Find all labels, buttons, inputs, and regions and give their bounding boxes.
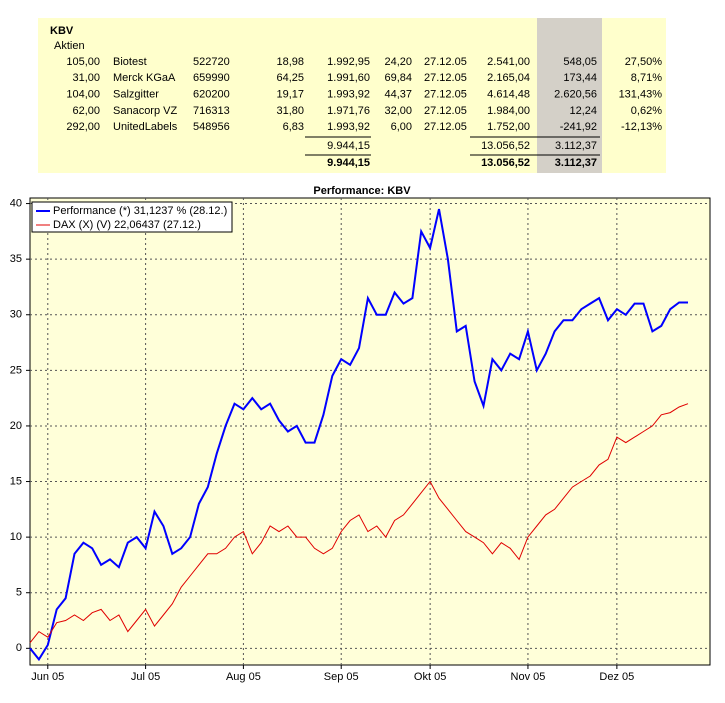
table-cell: 64,25 <box>276 72 304 84</box>
table-cell: 0,62% <box>631 105 662 117</box>
table-cell: 1.971,76 <box>327 105 370 117</box>
table-cell: 292,00 <box>66 121 100 133</box>
subtotal-cell: 13.056,52 <box>481 140 530 152</box>
table-cell: 27.12.05 <box>424 121 467 133</box>
table-cell: 2.620,56 <box>554 89 597 101</box>
table-cell: 1.993,92 <box>327 121 370 133</box>
y-tick-label: 40 <box>10 197 22 209</box>
table-cell: 1.984,00 <box>487 105 530 117</box>
table-cell: 1.991,60 <box>327 72 370 84</box>
table-cell: 27.12.05 <box>424 105 467 117</box>
table-cell: 18,98 <box>276 56 304 68</box>
x-tick-label: Jun 05 <box>31 671 64 683</box>
table-cell: 1.993,92 <box>327 89 370 101</box>
y-tick-label: 0 <box>16 642 22 654</box>
table-cell: 32,00 <box>384 105 412 117</box>
series-line <box>29 208 688 662</box>
series-line <box>29 403 689 644</box>
table-cell: 4.614,48 <box>487 89 530 101</box>
table-cell: 6,83 <box>283 121 304 133</box>
table-cell: Biotest <box>113 56 147 68</box>
x-tick-label: Nov 05 <box>511 671 546 683</box>
y-tick-label: 5 <box>16 587 22 599</box>
y-tick-label: 35 <box>10 253 22 265</box>
table-cell: 105,00 <box>66 56 100 68</box>
table-cell: Sanacorp VZ <box>113 105 177 117</box>
table-cell: 2.541,00 <box>487 56 530 68</box>
table-cell: -12,13% <box>621 121 662 133</box>
table-cell: 19,17 <box>276 89 304 101</box>
total-cell: 3.112,37 <box>555 157 597 169</box>
x-tick-label: Sep 05 <box>324 671 359 683</box>
total-cell: 13.056,52 <box>481 157 530 169</box>
legend-label: DAX (X) (V) 22,06437 (27.12.) <box>53 219 201 231</box>
subtotal-cell: 3.112,37 <box>555 140 597 152</box>
table-cell: 31,00 <box>72 72 100 84</box>
table-cell: 27,50% <box>625 56 663 68</box>
table-cell: 1.992,95 <box>327 56 370 68</box>
table-cell: 548956 <box>193 121 230 133</box>
plot-area <box>29 197 711 666</box>
y-tick-label: 30 <box>10 309 22 321</box>
table-cell: 44,37 <box>384 89 412 101</box>
table-cell: 27.12.05 <box>424 56 467 68</box>
table-cell: 31,80 <box>276 105 304 117</box>
gain-column-bg <box>537 18 602 173</box>
table-cell: 8,71% <box>631 72 662 84</box>
y-tick-label: 25 <box>10 364 22 376</box>
chart-title: Performance: KBV <box>313 185 411 197</box>
table-cell: UnitedLabels <box>113 121 178 133</box>
y-tick-label: 15 <box>10 475 22 487</box>
table-cell: 69,84 <box>384 72 412 84</box>
table-cell: 548,05 <box>563 56 597 68</box>
table-cell: 62,00 <box>72 105 100 117</box>
total-cell: 9.944,15 <box>327 157 370 169</box>
table-cell: 131,43% <box>619 89 663 101</box>
table-cell: 104,00 <box>66 89 100 101</box>
table-cell: 24,20 <box>384 56 412 68</box>
table-cell: 2.165,04 <box>487 72 530 84</box>
x-tick-label: Aug 05 <box>226 671 261 683</box>
y-tick-label: 20 <box>10 420 22 432</box>
table-cell: Merck KGaA <box>113 72 176 84</box>
table-title: KBV <box>50 25 74 37</box>
legend-label: Performance (*) 31,1237 % (28.12.) <box>53 205 227 217</box>
table-cell: 173,44 <box>563 72 597 84</box>
table-cell: 27.12.05 <box>424 89 467 101</box>
x-tick-label: Dez 05 <box>599 671 634 683</box>
table-cell: Salzgitter <box>113 89 159 101</box>
y-tick-label: 10 <box>10 531 22 543</box>
table-cell: 1.752,00 <box>487 121 530 133</box>
table-cell: 716313 <box>193 105 230 117</box>
table-section: Aktien <box>54 40 85 52</box>
x-tick-label: Okt 05 <box>414 671 446 683</box>
table-cell: 27.12.05 <box>424 72 467 84</box>
table-cell: 12,24 <box>569 105 597 117</box>
x-tick-label: Jul 05 <box>131 671 160 683</box>
legend-box <box>31 201 233 233</box>
subtotal-cell: 9.944,15 <box>327 140 370 152</box>
table-cell: 659990 <box>193 72 230 84</box>
table-cell: 6,00 <box>391 121 412 133</box>
table-cell: -241,92 <box>560 121 597 133</box>
table-cell: 522720 <box>193 56 230 68</box>
table-cell: 620200 <box>193 89 230 101</box>
